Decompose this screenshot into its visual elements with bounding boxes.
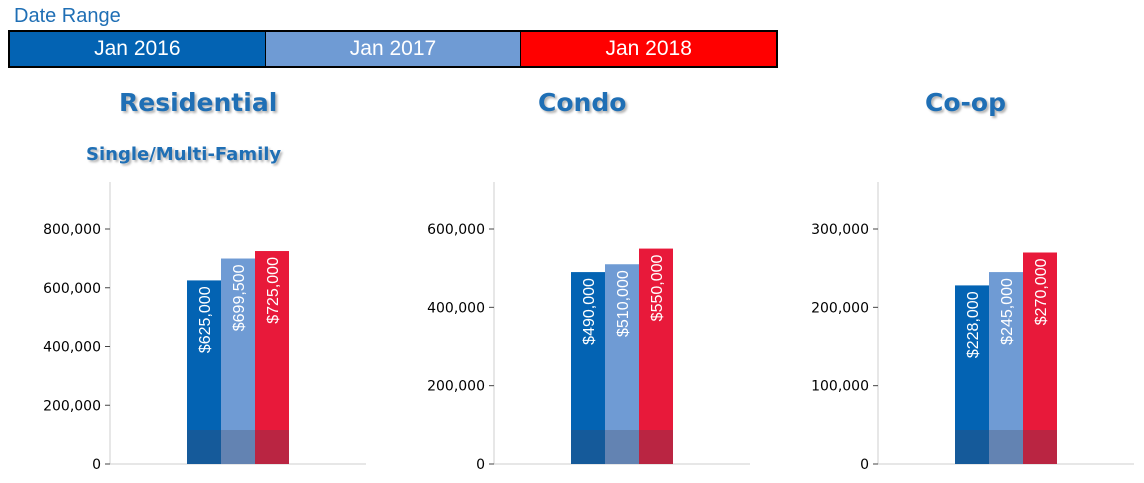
bar-data-label: $490,000 — [581, 278, 598, 345]
bar[interactable] — [1023, 252, 1057, 465]
chart-coop: 0 100,000 200,000 300,000 $228,000 $245,000 $2… — [811, 182, 1134, 473]
bar-data-label: $245,000 — [999, 278, 1016, 345]
chart-condo: 0 200,000 400,000 600,000 $490,000 $510,000 $5… — [427, 182, 750, 473]
bar[interactable] — [255, 251, 289, 464]
bar[interactable] — [989, 272, 1023, 464]
bar-data-label: $699,500 — [231, 264, 248, 331]
y-tick-label: 0 — [476, 457, 485, 473]
y-tick-label: 0 — [860, 457, 869, 473]
chart-subtitle-residential: Single/Multi-Family — [86, 144, 282, 165]
y-tick-label: 600,000 — [427, 222, 485, 238]
bar[interactable] — [605, 264, 639, 464]
bar-data-label: $270,000 — [1033, 258, 1050, 325]
bar-data-label: $725,000 — [265, 257, 282, 324]
y-tick-label: 0 — [92, 457, 101, 473]
bar[interactable] — [221, 258, 255, 464]
y-tick-label: 600,000 — [43, 281, 101, 297]
y-tick-label: 300,000 — [811, 222, 869, 238]
bar-data-label: $228,000 — [965, 291, 982, 358]
bar-base-shade — [187, 430, 289, 464]
bar[interactable] — [187, 280, 221, 464]
y-tick-label: 800,000 — [43, 222, 101, 238]
y-tick-label: 400,000 — [427, 300, 485, 316]
legend-item-jan-2017[interactable]: Jan 2017 — [265, 32, 522, 66]
y-tick-label: 200,000 — [43, 398, 101, 414]
date-range-title: Date Range — [14, 5, 121, 27]
chart-title-coop: Co-op — [925, 88, 1006, 117]
bar-data-label: $510,000 — [615, 270, 632, 337]
chart-title-residential: Residential — [119, 88, 278, 117]
y-tick-label: 100,000 — [811, 379, 869, 395]
bar-base-shade — [571, 430, 673, 464]
bar-data-label: $625,000 — [197, 286, 214, 353]
legend-item-jan-2018[interactable]: Jan 2018 — [521, 32, 777, 66]
y-tick-label: 200,000 — [427, 379, 485, 395]
y-tick-label: 200,000 — [811, 300, 869, 316]
y-tick-label: 400,000 — [43, 340, 101, 356]
bar[interactable] — [955, 285, 989, 464]
legend-item-jan-2016[interactable]: Jan 2016 — [10, 32, 266, 66]
bar-data-label: $550,000 — [649, 254, 666, 321]
chart-title-condo: Condo — [538, 88, 627, 117]
bar-base-shade — [955, 430, 1057, 464]
chart-residential: 0 200,000 400,000 600,000 800,000 $625,000 $69… — [43, 182, 366, 473]
date-range-legend: Jan 2016 Jan 2017 Jan 2018 — [8, 30, 778, 68]
bar[interactable] — [639, 248, 673, 464]
bar[interactable] — [571, 272, 605, 464]
